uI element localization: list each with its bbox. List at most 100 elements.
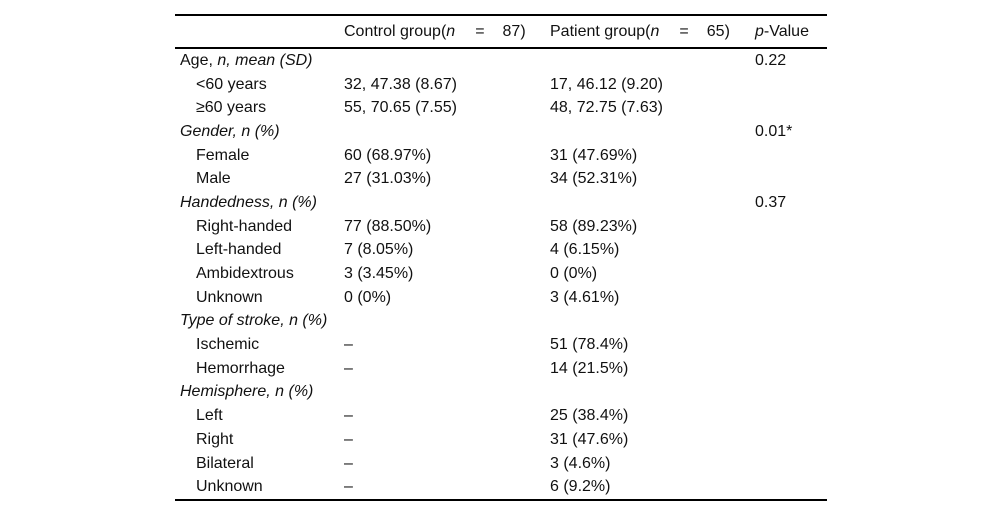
row-label: Type of stroke, n (%)	[175, 312, 344, 330]
row-label: Bilateral	[175, 455, 344, 473]
control-value: 0 (0%)	[344, 288, 392, 306]
patient-value: 31 (47.69%)	[550, 146, 638, 164]
row-label-plain: Right	[196, 430, 234, 448]
row-label-plain: ≥60 years	[196, 99, 267, 117]
row-label: Female	[175, 147, 344, 165]
row-label: Unknown	[175, 289, 344, 307]
table-row-female: Female 60 (68.97%) 31 (47.69%)	[175, 144, 827, 168]
row-label: Handedness, n (%)	[175, 194, 344, 212]
patient-value: 14 (21.5%)	[550, 359, 629, 377]
table-row-handedness: Handedness, n (%) 0.37	[175, 191, 827, 215]
row-label-plain: <60 years	[196, 75, 267, 93]
row-label-italic: n, mean (SD)	[217, 51, 313, 69]
table-row-stroke-type: Type of stroke, n (%)	[175, 310, 827, 334]
row-label-plain: Hemorrhage	[196, 359, 285, 377]
p-value-p: p	[755, 22, 764, 40]
table-row-ischemic: Ischemic – 51 (78.4%)	[175, 333, 827, 357]
row-label-plain: Age,	[180, 51, 218, 69]
control-value: –	[344, 430, 353, 448]
header-control-group: Control group(n = 87)	[344, 23, 550, 41]
patient-value: 17, 46.12 (9.20)	[550, 75, 663, 93]
control-group-count: 87)	[502, 22, 526, 40]
row-label-italic: Type of stroke, n (%)	[180, 312, 328, 330]
control-value: 60 (68.97%)	[344, 146, 432, 164]
row-label-plain: Right-handed	[196, 217, 293, 235]
row-label-italic: Handedness, n (%)	[180, 193, 317, 211]
row-label-plain: Ischemic	[196, 336, 260, 354]
patient-value: 31 (47.6%)	[550, 430, 629, 448]
table-row-unknown-handedness: Unknown 0 (0%) 3 (4.61%)	[175, 286, 827, 310]
row-label-plain: Ambidextrous	[196, 265, 294, 283]
control-value: –	[344, 478, 353, 496]
control-group-n: n	[446, 22, 456, 40]
row-label-plain: Left	[196, 407, 223, 425]
p-value: 0.22	[755, 51, 787, 69]
row-label-italic: Gender, n (%)	[180, 122, 280, 140]
row-label-plain: Unknown	[196, 478, 263, 496]
demographics-table: Control group(n = 87) Patient group(n = 65) …	[175, 14, 827, 502]
control-group-prefix: Control group(	[344, 22, 447, 40]
header-patient-group: Patient group(n = 65)	[550, 23, 755, 41]
patient-value: 3 (4.6%)	[550, 454, 611, 472]
patient-group-n: n	[650, 22, 660, 40]
patient-value: 3 (4.61%)	[550, 288, 620, 306]
row-label: Right-handed	[175, 218, 344, 236]
table-row-gender: Gender, n (%) 0.01*	[175, 120, 827, 144]
table-row-bilateral: Bilateral – 3 (4.6%)	[175, 452, 827, 476]
row-label: ≥60 years	[175, 99, 344, 117]
row-label: Age, n, mean (SD)	[175, 52, 344, 70]
control-value: 77 (88.50%)	[344, 217, 432, 235]
table-header-row: Control group(n = 87) Patient group(n = 65) …	[175, 16, 827, 49]
row-label-plain: Bilateral	[196, 454, 254, 472]
control-value: 7 (8.05%)	[344, 241, 414, 259]
control-value: 32, 47.38 (8.67)	[344, 75, 457, 93]
table-row-hemorrhage: Hemorrhage – 14 (21.5%)	[175, 357, 827, 381]
row-label: Hemorrhage	[175, 360, 344, 378]
row-label: Hemisphere, n (%)	[175, 383, 344, 401]
patient-value: 48, 72.75 (7.63)	[550, 99, 663, 117]
control-value: 27 (31.03%)	[344, 170, 432, 188]
row-label: Left-handed	[175, 241, 344, 259]
table-row-right-handed: Right-handed 77 (88.50%) 58 (89.23%)	[175, 215, 827, 239]
row-label: Ischemic	[175, 336, 344, 354]
patient-group-count: 65)	[706, 22, 730, 40]
table-row-male: Male 27 (31.03%) 34 (52.31%)	[175, 167, 827, 191]
row-label-plain: Female	[196, 146, 250, 164]
table-row-age: Age, n, mean (SD) 0.22	[175, 49, 827, 73]
patient-value: 51 (78.4%)	[550, 336, 629, 354]
p-value: 0.01*	[755, 122, 793, 140]
patient-value: 25 (38.4%)	[550, 407, 629, 425]
row-label: Gender, n (%)	[175, 123, 344, 141]
table-row-over60: ≥60 years 55, 70.65 (7.55) 48, 72.75 (7.…	[175, 96, 827, 120]
patient-group-equals: =	[679, 22, 689, 40]
control-value: –	[344, 336, 353, 354]
control-value: 55, 70.65 (7.55)	[344, 99, 457, 117]
control-value: 3 (3.45%)	[344, 265, 414, 283]
row-label: Unknown	[175, 478, 344, 496]
table-row-right-hemisphere: Right – 31 (47.6%)	[175, 428, 827, 452]
table-row-hemisphere: Hemisphere, n (%)	[175, 381, 827, 405]
table-row-left-handed: Left-handed 7 (8.05%) 4 (6.15%)	[175, 239, 827, 263]
table-row-ambidextrous: Ambidextrous 3 (3.45%) 0 (0%)	[175, 262, 827, 286]
patient-value: 0 (0%)	[550, 265, 598, 283]
p-value: 0.37	[755, 193, 787, 211]
patient-value: 4 (6.15%)	[550, 241, 620, 259]
row-label: Male	[175, 170, 344, 188]
control-value: –	[344, 407, 353, 425]
control-value: –	[344, 454, 353, 472]
row-label: <60 years	[175, 76, 344, 94]
header-p-value: p-Value	[755, 23, 827, 41]
row-label-plain: Unknown	[196, 288, 263, 306]
row-label-plain: Male	[196, 170, 231, 188]
patient-value: 58 (89.23%)	[550, 217, 638, 235]
row-label-plain: Left-handed	[196, 241, 282, 259]
patient-value: 6 (9.2%)	[550, 478, 611, 496]
p-value-rest: -Value	[763, 22, 809, 40]
control-value: –	[344, 359, 353, 377]
patient-value: 34 (52.31%)	[550, 170, 638, 188]
patient-group-prefix: Patient group(	[550, 22, 651, 40]
table-row-left-hemisphere: Left – 25 (38.4%)	[175, 404, 827, 428]
row-label: Left	[175, 407, 344, 425]
row-label: Ambidextrous	[175, 265, 344, 283]
